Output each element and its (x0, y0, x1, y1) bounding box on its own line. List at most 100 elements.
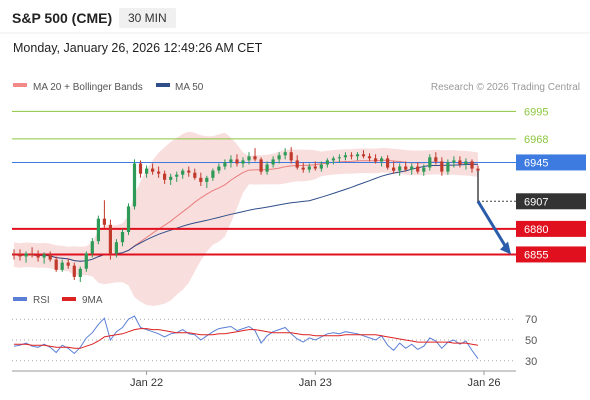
level-tag-bg-6945 (516, 154, 586, 171)
candle-body (380, 158, 384, 162)
candle-body (319, 164, 323, 169)
candle-body (205, 177, 209, 182)
candle-body (126, 206, 131, 232)
candle-body (84, 253, 88, 269)
candle-body (114, 242, 118, 254)
candle-body (18, 254, 22, 257)
candle-body (476, 168, 480, 171)
candle-body (283, 152, 287, 156)
level-tags: 6995 6968 6945 6907 6880 6855 (516, 106, 586, 263)
forecast (476, 170, 516, 255)
candle-body (253, 156, 257, 160)
level-tag-6968: 6968 (524, 134, 548, 146)
candle-body (398, 166, 402, 171)
candle-body (229, 159, 233, 163)
ma50-legend-swatch (156, 83, 170, 87)
candle-body (66, 262, 70, 266)
ma20-legend-swatch (13, 83, 27, 87)
candle-body (337, 157, 341, 159)
candle-body (361, 154, 366, 157)
candle-body (325, 160, 329, 165)
candle-body (392, 167, 396, 171)
candle-body (187, 170, 191, 173)
candle-body (386, 158, 390, 168)
candle-body (157, 171, 161, 174)
candle-body (54, 259, 58, 270)
candle-body (410, 166, 414, 170)
candle-body (96, 218, 100, 242)
rsi-legend-label: RSI (33, 295, 50, 306)
candle-body (108, 224, 112, 254)
candle-body (90, 241, 94, 254)
candle-body (349, 155, 354, 157)
x-axis-ticks: Jan 22 Jan 23 Jan 26 (130, 371, 501, 389)
bollinger-band-area (14, 131, 478, 306)
candle-body (295, 160, 299, 168)
rsi-line (13, 315, 479, 359)
candle-body (138, 163, 143, 174)
key-levels (12, 110, 516, 256)
candle-body (301, 167, 305, 170)
ma50-legend-label: MA 50 (175, 82, 204, 93)
candle-body (36, 255, 40, 258)
candle-body (277, 155, 281, 160)
candle-body (343, 155, 347, 158)
candle-body (446, 162, 450, 172)
candle-body (199, 177, 203, 182)
candle-body (78, 268, 82, 277)
level-tag-6880: 6880 (524, 224, 548, 236)
candle-body (175, 174, 179, 177)
candle-body (428, 157, 432, 168)
candle-body (271, 159, 275, 165)
candle-body (452, 160, 456, 163)
candle-body (60, 262, 64, 270)
candle-body (355, 154, 360, 157)
candle-body (223, 162, 227, 167)
candle-body (151, 168, 155, 172)
rsi-legend-swatch (13, 297, 27, 301)
candle-body (72, 265, 76, 277)
rsi-tick-label: 30 (525, 356, 537, 368)
candle-body (217, 166, 221, 171)
x-tick-label: Jan 26 (468, 377, 501, 389)
candle-body (247, 156, 251, 161)
forecast-arrow-head (500, 241, 511, 255)
candle-body (102, 218, 106, 225)
level-tag-6945: 6945 (524, 157, 548, 169)
candle-body (132, 163, 137, 207)
forecast-arrow-shaft (476, 200, 510, 252)
candle-body (331, 158, 335, 161)
level-tag-6907: 6907 (524, 196, 548, 208)
instrument-title: S&P 500 (CME) (12, 10, 113, 26)
candle-body (48, 254, 52, 260)
level-tag-bg-6907 (516, 193, 586, 210)
candle-body (367, 156, 372, 159)
candle-body (404, 166, 408, 170)
candle-body (181, 170, 185, 175)
candle-body (307, 166, 311, 170)
candle-body (12, 253, 16, 255)
candle-body (24, 253, 28, 257)
level-tag-bg-6880 (516, 220, 586, 237)
candle-body (120, 232, 125, 243)
candle-body (30, 253, 34, 256)
candle-body (42, 254, 46, 258)
candle-body (259, 159, 263, 172)
rsi-ma-legend-label: 9MA (82, 295, 103, 306)
candle-body (145, 168, 149, 174)
candle-body (313, 166, 317, 169)
rsi-tick-label: 50 (525, 335, 537, 347)
candle-body (458, 160, 462, 165)
bollinger-bands (13, 131, 479, 306)
candle-body (265, 164, 269, 172)
x-tick-label: Jan 22 (130, 377, 163, 389)
ma50-line (13, 163, 479, 262)
timeframe-button[interactable]: 30 MIN (119, 8, 176, 28)
candle-body (422, 167, 426, 172)
rsi-panel: 70 50 30 (12, 314, 537, 368)
level-tag-6855: 6855 (524, 249, 548, 261)
candle-body (289, 152, 293, 161)
level-tag-6995: 6995 (524, 106, 548, 118)
level-tag-bg-6855 (516, 246, 586, 263)
